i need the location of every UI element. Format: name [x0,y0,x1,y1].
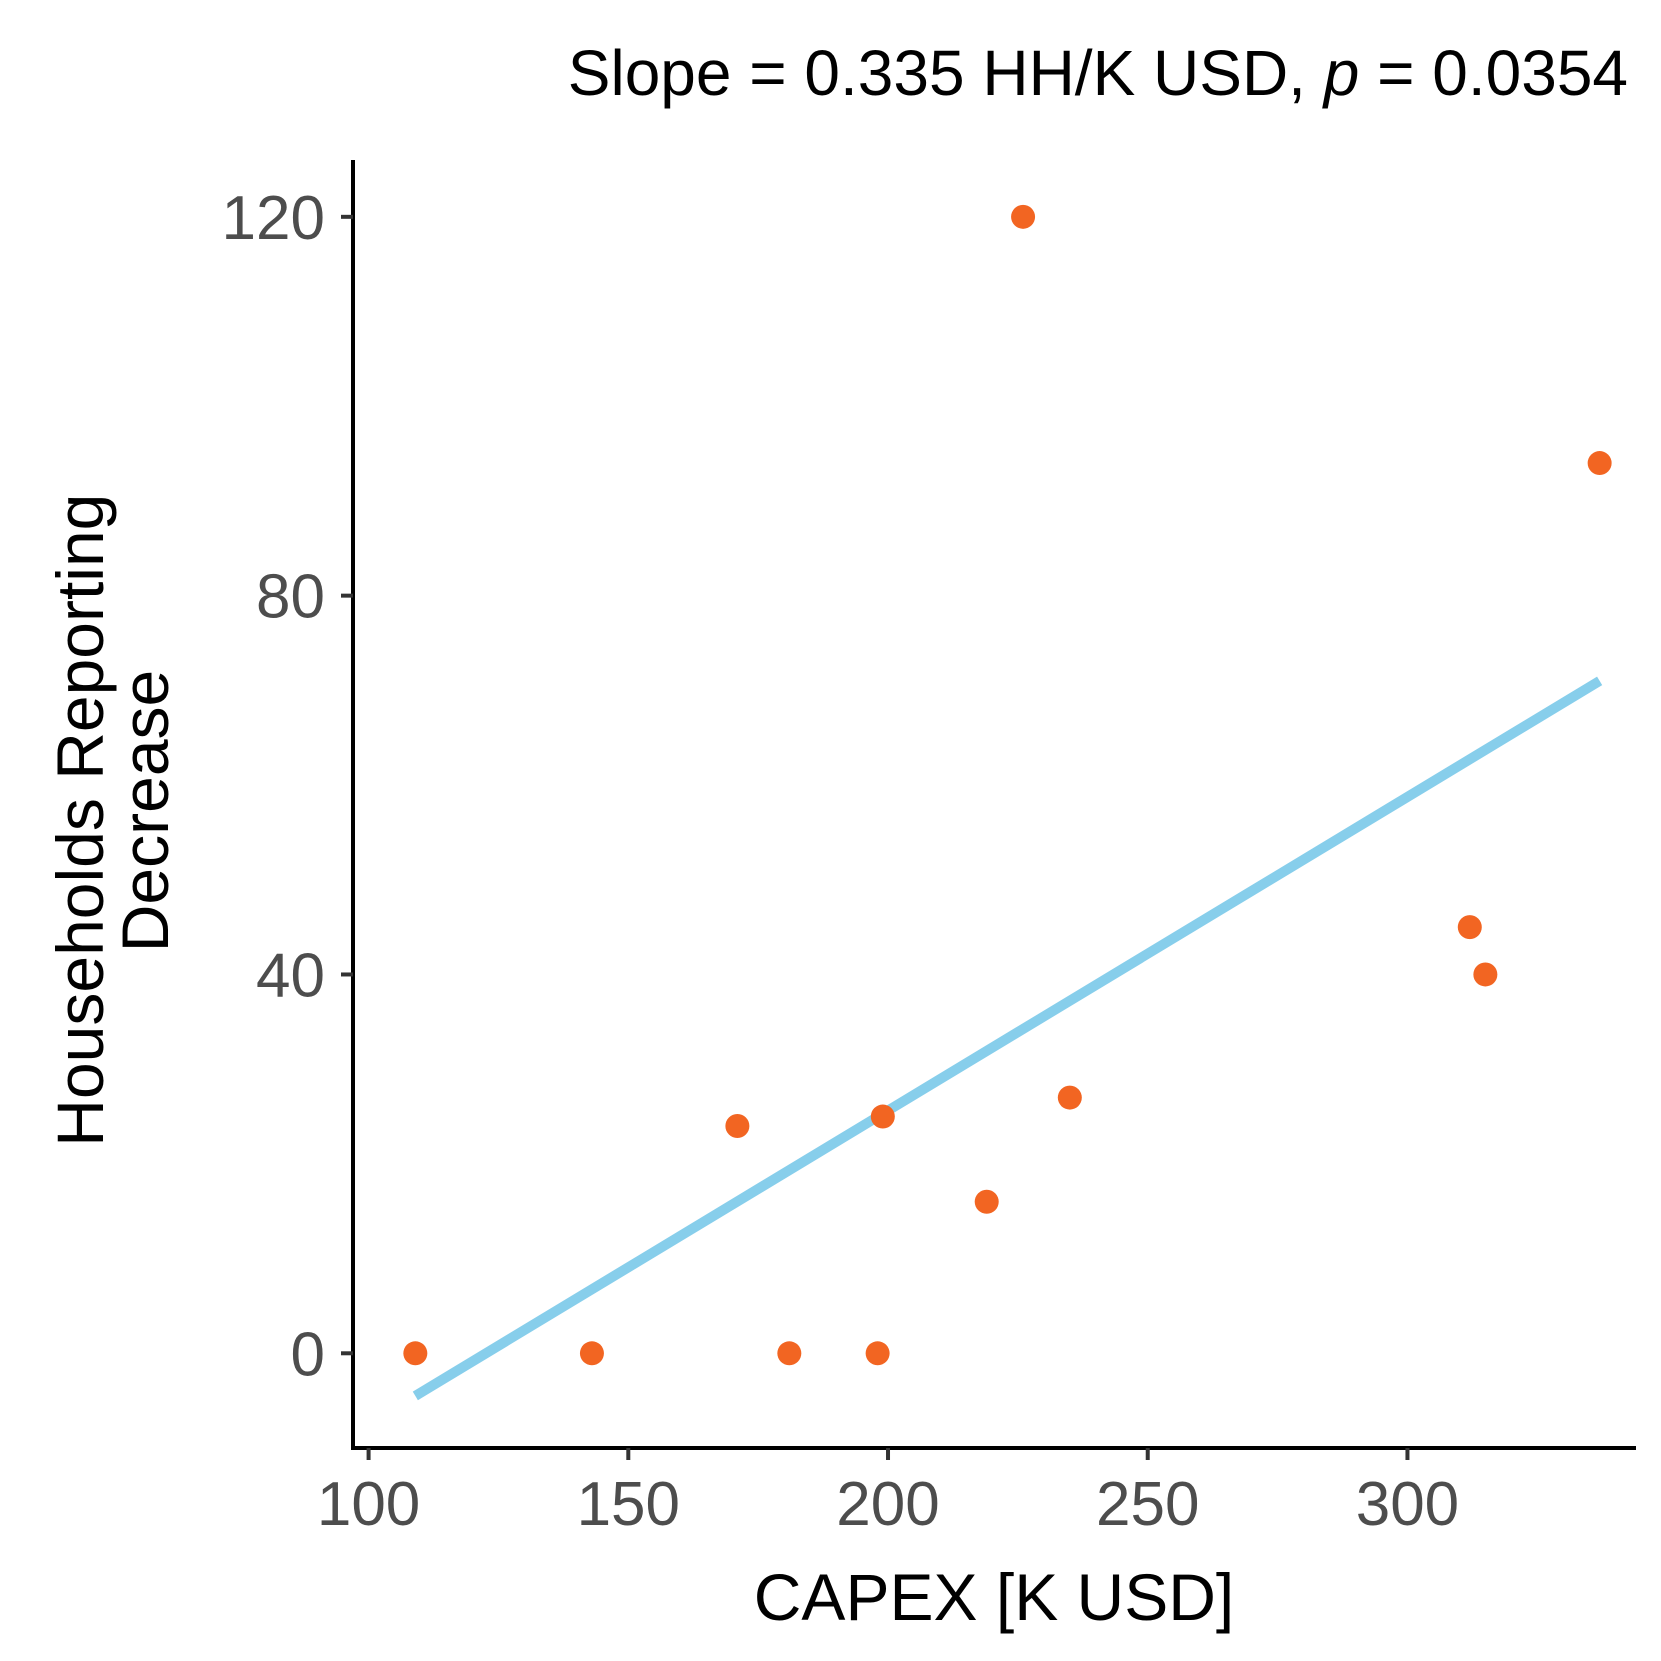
data-point [870,1104,895,1129]
data-point [1011,204,1036,229]
data-point [865,1341,890,1366]
title-slope-value: 0.335 [804,37,964,109]
y-axis-title-line-1: Households Reporting [43,494,117,1147]
y-tick-label: 120 [222,184,325,253]
data-point [1587,451,1612,476]
title-slope-label: Slope [568,37,732,109]
data-point [579,1341,604,1366]
y-tick-label: 80 [256,563,325,632]
x-tick-label: 150 [577,1470,680,1539]
y-axis-title-line-2: Decrease [108,670,182,952]
x-tick-label: 200 [836,1470,939,1539]
data-point [777,1341,802,1366]
x-axis-title: CAPEX [K USD] [754,1560,1234,1634]
data-point [974,1189,999,1214]
data-points-layer [403,204,1612,1366]
title-slope-unit: HH/K USD, [982,37,1306,109]
chart-title: Slope = 0.335 HH/K USD, p = 0.0354 [568,37,1628,109]
data-point [1457,915,1482,940]
regression-line [412,676,1603,1401]
x-tick-label: 300 [1356,1470,1459,1539]
x-axis-ticks: 100 150 200 250 300 [317,1448,1459,1539]
y-axis-title: Households Reporting Decrease [43,475,182,1146]
title-p-value: 0.0354 [1432,37,1628,109]
x-tick-label: 250 [1096,1470,1199,1539]
y-tick-label: 0 [291,1320,325,1389]
x-tick-label: 100 [317,1470,420,1539]
title-p-label: p [1322,37,1360,109]
y-axis-ticks: 0 40 80 120 [222,184,353,1389]
y-tick-label: 40 [256,941,325,1010]
data-point [1473,962,1498,987]
data-point [725,1114,750,1138]
regression-line-layer [412,676,1603,1401]
data-point [1057,1085,1082,1110]
data-point [403,1341,428,1366]
